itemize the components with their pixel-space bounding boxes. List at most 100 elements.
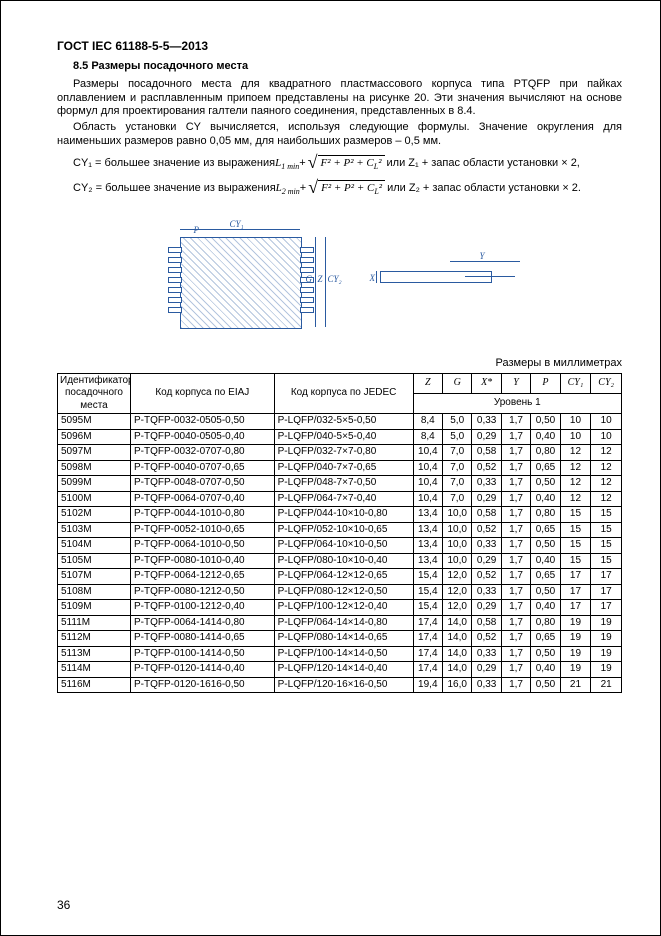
lead-diagram: Y X bbox=[370, 249, 530, 309]
formula-cy2: CY₂ = большее значение из выражения L2 m… bbox=[73, 180, 622, 199]
table-cell: P-TQFP-0052-1010-0,65 bbox=[131, 522, 275, 538]
table-cell: 1,7 bbox=[501, 662, 530, 678]
table-cell: P-TQFP-0080-1212-0,50 bbox=[131, 584, 275, 600]
table-cell: 1,7 bbox=[501, 646, 530, 662]
table-cell: 12 bbox=[591, 491, 622, 507]
table-cell: P-LQFP/048-7×7-0,50 bbox=[274, 476, 413, 492]
table-head-row: Идентификатор посадочного места Код корп… bbox=[58, 373, 622, 393]
table-cell: P-TQFP-0080-1414-0,65 bbox=[131, 631, 275, 647]
table-row: 5107MP-TQFP-0064-1212-0,65P-LQFP/064-12×… bbox=[58, 569, 622, 585]
table-cell: 0,40 bbox=[531, 429, 560, 445]
table-cell: 14,0 bbox=[443, 646, 472, 662]
table-cell: 19 bbox=[591, 646, 622, 662]
table-cell: 5107M bbox=[58, 569, 131, 585]
table-cell: 12 bbox=[591, 476, 622, 492]
table-cell: 0,50 bbox=[531, 476, 560, 492]
table-cell: 15 bbox=[591, 522, 622, 538]
table-cell: 1,7 bbox=[501, 538, 530, 554]
paragraph-1: Размеры посадочного места для квадратног… bbox=[57, 78, 622, 119]
table-cell: 17 bbox=[560, 569, 591, 585]
table-row: 5096MP-TQFP-0040-0505-0,40P-LQFP/040-5×5… bbox=[58, 429, 622, 445]
table-row: 5103MP-TQFP-0052-1010-0,65P-LQFP/052-10×… bbox=[58, 522, 622, 538]
page-number: 36 bbox=[57, 898, 70, 913]
table-cell: P-LQFP/080-14×14-0,65 bbox=[274, 631, 413, 647]
formula-plus: + bbox=[299, 157, 305, 171]
table-cell: 17 bbox=[560, 600, 591, 616]
table-cell: 0,40 bbox=[531, 600, 560, 616]
table-cell: 0,50 bbox=[531, 414, 560, 430]
table-cell: P-TQFP-0064-1212-0,65 bbox=[131, 569, 275, 585]
table-cell: 0,40 bbox=[531, 662, 560, 678]
table-cell: 5102M bbox=[58, 507, 131, 523]
th-cy1: CY₁ bbox=[560, 373, 591, 393]
table-cell: P-LQFP/064-12×12-0,65 bbox=[274, 569, 413, 585]
table-cell: 5,0 bbox=[443, 414, 472, 430]
chip-body bbox=[180, 237, 302, 329]
formula-cy1: CY₁ = большее значение из выражения L1 m… bbox=[73, 155, 622, 174]
table-cell: 19 bbox=[560, 646, 591, 662]
table-cell: P-TQFP-0040-0707-0,65 bbox=[131, 460, 275, 476]
table-cell: 5111M bbox=[58, 615, 131, 631]
table-cell: P-LQFP/032-7×7-0,80 bbox=[274, 445, 413, 461]
table-cell: P-TQFP-0100-1414-0,50 bbox=[131, 646, 275, 662]
chip-diagram: CY₁ P G Z CY₂ bbox=[150, 219, 330, 339]
table-cell: 0,80 bbox=[531, 507, 560, 523]
th-cy2: CY₂ bbox=[591, 373, 622, 393]
formula-cy1-post: или Z₁ + запас области установки × 2, bbox=[387, 157, 580, 171]
table-cell: 5114M bbox=[58, 662, 131, 678]
table-cell: 7,0 bbox=[443, 476, 472, 492]
table-row: 5105MP-TQFP-0080-1010-0,40P-LQFP/080-10×… bbox=[58, 553, 622, 569]
table-cell: 5095M bbox=[58, 414, 131, 430]
table-cell: 10,4 bbox=[413, 445, 442, 461]
th-g: G bbox=[443, 373, 472, 393]
table-body: 5095MP-TQFP-0032-0505-0,50P-LQFP/032-5×5… bbox=[58, 414, 622, 693]
table-cell: P-LQFP/040-7×7-0,65 bbox=[274, 460, 413, 476]
th-x: X* bbox=[472, 373, 501, 393]
table-cell: P-LQFP/120-16×16-0,50 bbox=[274, 677, 413, 693]
table-cell: 0,52 bbox=[472, 522, 501, 538]
table-cell: 17,4 bbox=[413, 615, 442, 631]
table-cell: 0,33 bbox=[472, 476, 501, 492]
table-cell: 13,4 bbox=[413, 538, 442, 554]
table-cell: 0,33 bbox=[472, 538, 501, 554]
table-cell: 17,4 bbox=[413, 662, 442, 678]
table-cell: 5096M bbox=[58, 429, 131, 445]
table-cell: 1,7 bbox=[501, 476, 530, 492]
table-cell: 12,0 bbox=[443, 584, 472, 600]
table-cell: 10,0 bbox=[443, 507, 472, 523]
table-cell: 19 bbox=[560, 615, 591, 631]
table-cell: 0,58 bbox=[472, 507, 501, 523]
table-cell: P-LQFP/080-12×12-0,50 bbox=[274, 584, 413, 600]
table-cell: 0,33 bbox=[472, 584, 501, 600]
table-cell: 15,4 bbox=[413, 569, 442, 585]
table-cell: 0,65 bbox=[531, 460, 560, 476]
table-cell: P-LQFP/032-5×5-0,50 bbox=[274, 414, 413, 430]
table-cell: P-LQFP/044-10×10-0,80 bbox=[274, 507, 413, 523]
paragraph-2: Область установки CY вычисляется, исполь… bbox=[57, 121, 622, 149]
table-cell: 1,7 bbox=[501, 677, 530, 693]
formula-cy2-pre: CY₂ = большее значение из выражения bbox=[73, 182, 276, 196]
table-cell: 1,7 bbox=[501, 414, 530, 430]
table-cell: 5113M bbox=[58, 646, 131, 662]
table-cell: P-TQFP-0120-1616-0,50 bbox=[131, 677, 275, 693]
sqrt-icon-2: √ F² + P² + CL² bbox=[308, 180, 385, 199]
dim-x: X bbox=[370, 273, 376, 284]
th-z: Z bbox=[413, 373, 442, 393]
table-row: 5099MP-TQFP-0048-0707-0,50P-LQFP/048-7×7… bbox=[58, 476, 622, 492]
table-cell: 5103M bbox=[58, 522, 131, 538]
table-cell: 17 bbox=[560, 584, 591, 600]
table-cell: 7,0 bbox=[443, 460, 472, 476]
table-cell: 19 bbox=[591, 631, 622, 647]
formula-l2: L2 min bbox=[276, 182, 300, 197]
diagram-area: CY₁ P G Z CY₂ bbox=[57, 209, 622, 349]
table-cell: 0,80 bbox=[531, 445, 560, 461]
table-cell: 0,58 bbox=[472, 615, 501, 631]
table-cell: 1,7 bbox=[501, 429, 530, 445]
table-cell: 1,7 bbox=[501, 615, 530, 631]
table-cell: 5,0 bbox=[443, 429, 472, 445]
dim-g: G bbox=[306, 274, 313, 285]
table-row: 5116MP-TQFP-0120-1616-0,50P-LQFP/120-16×… bbox=[58, 677, 622, 693]
table-cell: 21 bbox=[560, 677, 591, 693]
section-title: 8.5 Размеры посадочного места bbox=[57, 60, 622, 74]
table-cell: 14,0 bbox=[443, 631, 472, 647]
